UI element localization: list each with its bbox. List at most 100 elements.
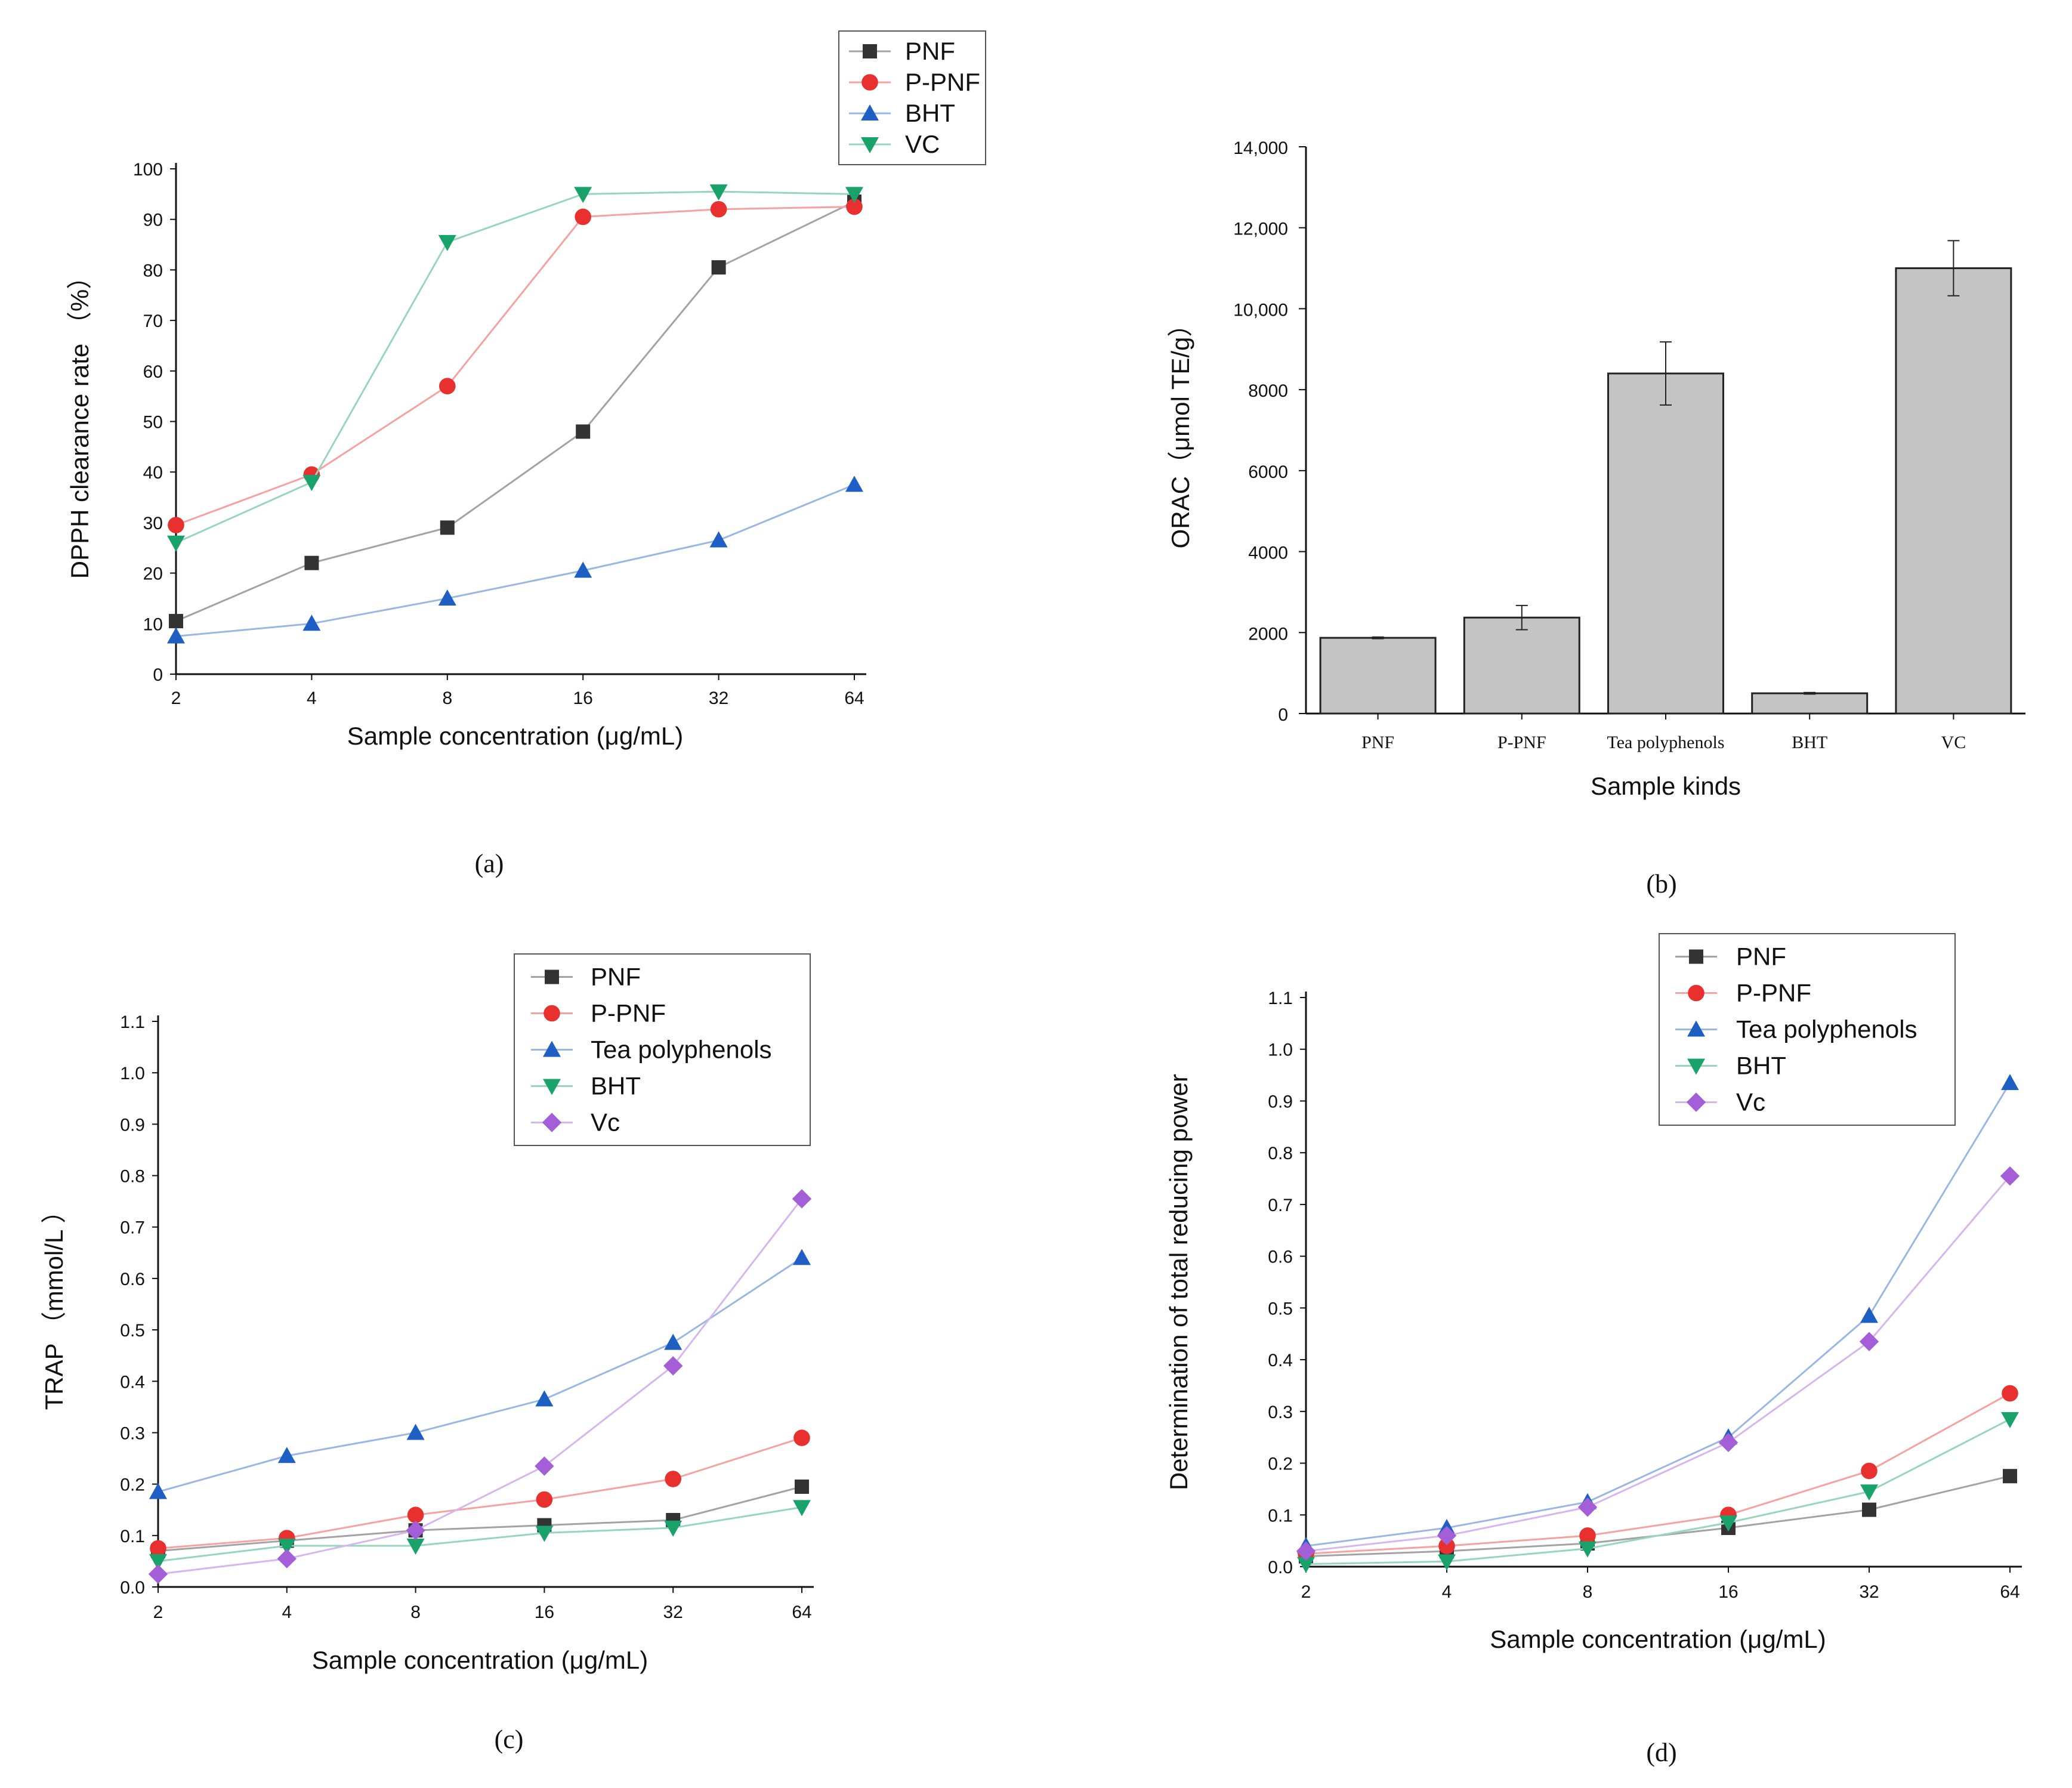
bar-bht (1751, 692, 1869, 715)
legend-label: Vc (591, 1108, 620, 1137)
series-vc (1296, 1166, 2020, 1561)
data-point (664, 1520, 683, 1537)
y-tick-label: 0.7 (1268, 1196, 1293, 1215)
series-line (175, 190, 855, 544)
data-point (792, 1189, 812, 1209)
y-tick-label: 1.0 (1268, 1040, 1293, 1060)
legend-marker (543, 1079, 561, 1095)
data-point (709, 184, 728, 201)
legend-label: P-PNF (905, 68, 980, 96)
legend: PNF P-PNF BHT VC (838, 30, 986, 165)
legend-label: Vc (1736, 1088, 1765, 1116)
legend-marker (542, 1113, 562, 1132)
series-line (1305, 1418, 2011, 1565)
y-tick-label: 30 (143, 514, 163, 533)
y-tick-label: 100 (133, 160, 163, 180)
x-tick-label: 64 (844, 688, 864, 708)
data-point (167, 535, 185, 552)
data-point (148, 1564, 168, 1584)
data-point (304, 555, 319, 570)
y-tick-label: 50 (143, 413, 163, 433)
legend-marker (1688, 984, 1704, 1002)
legend-marker (861, 104, 879, 121)
y-tick-label: 0.8 (120, 1167, 145, 1187)
data-point (846, 198, 863, 215)
y-tick-label: 0.7 (120, 1218, 145, 1238)
series-line (175, 200, 855, 622)
x-tick-label: PNF (1361, 733, 1394, 752)
x-tick-label: 32 (663, 1602, 683, 1622)
legend-label: P-PNF (1736, 979, 1811, 1007)
y-tick-label: 0.0 (120, 1578, 145, 1598)
data-point (535, 1525, 554, 1542)
data-point (277, 1539, 296, 1555)
y-tick-label: 0.5 (1268, 1299, 1293, 1318)
bar-tea-polyphenols (1607, 372, 1724, 715)
data-point (438, 589, 456, 606)
y-tick-label: 70 (143, 311, 163, 331)
legend-label: Tea polyphenols (1736, 1015, 1917, 1043)
data-point (1859, 1332, 1879, 1351)
x-tick-label: 64 (2000, 1582, 2019, 1602)
series-line (1305, 1175, 2011, 1552)
legend-marker (1687, 1020, 1705, 1037)
data-point (1579, 1541, 1597, 1558)
y-tick-label: 40 (143, 463, 163, 483)
data-point (1438, 1537, 1455, 1555)
y-tick-label: 60 (143, 362, 163, 382)
x-tick-label: P-PNF (1497, 733, 1546, 752)
series-line (158, 1506, 802, 1562)
y-tick-label: 0.3 (1268, 1403, 1293, 1422)
legend-label: PNF (905, 37, 955, 65)
data-point (1860, 1484, 1878, 1501)
y-tick-label: 0.9 (120, 1115, 145, 1135)
data-point (1297, 1557, 1315, 1573)
data-point (302, 475, 321, 492)
series-vc (148, 1189, 812, 1584)
data-point (709, 531, 728, 548)
y-tick-label: 14,000 (1233, 138, 1288, 158)
data-point (1719, 1515, 1737, 1532)
y-tick-label: 0.4 (120, 1372, 145, 1392)
y-tick-label: 80 (143, 261, 163, 280)
legend-label: PNF (591, 963, 641, 991)
y-tick-label: 0.3 (120, 1423, 145, 1443)
chart-a: 0 10 20 30 40 50 60 70 80 90 100 2 4 8 16 32 64 Sample co… (66, 30, 986, 878)
bar-p-pnf (1463, 616, 1580, 715)
series-line (175, 483, 855, 637)
chart-d: 0.0 0.1 0.2 0.3 0.4 0.5 0.6 0.7 0.8 0.9 1.0 1.1 2 4 8 1… (1165, 933, 2022, 1767)
data-point (1579, 1527, 1596, 1544)
legend-marker (1689, 949, 1703, 964)
y-tick-label: 0 (153, 665, 163, 685)
y-tick-label: 0.1 (1268, 1506, 1293, 1525)
data-point (169, 614, 183, 629)
data-point (576, 424, 591, 439)
y-tick-label: 0.2 (120, 1475, 145, 1495)
y-tick-label: 8000 (1248, 381, 1288, 401)
data-point (711, 260, 726, 275)
panel-label: (c) (495, 1725, 524, 1754)
y-tick-label: 6000 (1248, 462, 1288, 482)
chart-c: 0.0 0.1 0.2 0.3 0.4 0.5 0.6 0.7 0.8 0.9 1.0 1.1 2 4 8 1… (40, 953, 814, 1754)
x-tick-label: 16 (535, 1602, 554, 1622)
y-tick-label: 0.9 (1268, 1092, 1293, 1111)
data-point (406, 1423, 425, 1440)
y-tick-label: 1.0 (120, 1064, 145, 1083)
bar-pnf (1319, 637, 1437, 715)
data-point (302, 614, 321, 631)
data-point (1577, 1497, 1598, 1517)
y-tick-label: 0.0 (1268, 1558, 1293, 1577)
data-point (536, 1491, 553, 1508)
legend: PNF P-PNF Tea polyphenols BHT Vc (514, 953, 811, 1146)
series-line (158, 1437, 802, 1549)
legend-marker (1686, 1092, 1706, 1112)
data-point (2003, 1469, 2017, 1484)
series-line (1305, 1392, 2011, 1555)
data-point (793, 1500, 811, 1517)
data-point (845, 475, 863, 492)
data-point (2001, 1412, 2019, 1428)
data-point (1718, 1432, 1738, 1453)
data-point (793, 1429, 810, 1446)
y-tick-label: 0.4 (1268, 1351, 1293, 1370)
legend-marker (543, 1040, 561, 1057)
